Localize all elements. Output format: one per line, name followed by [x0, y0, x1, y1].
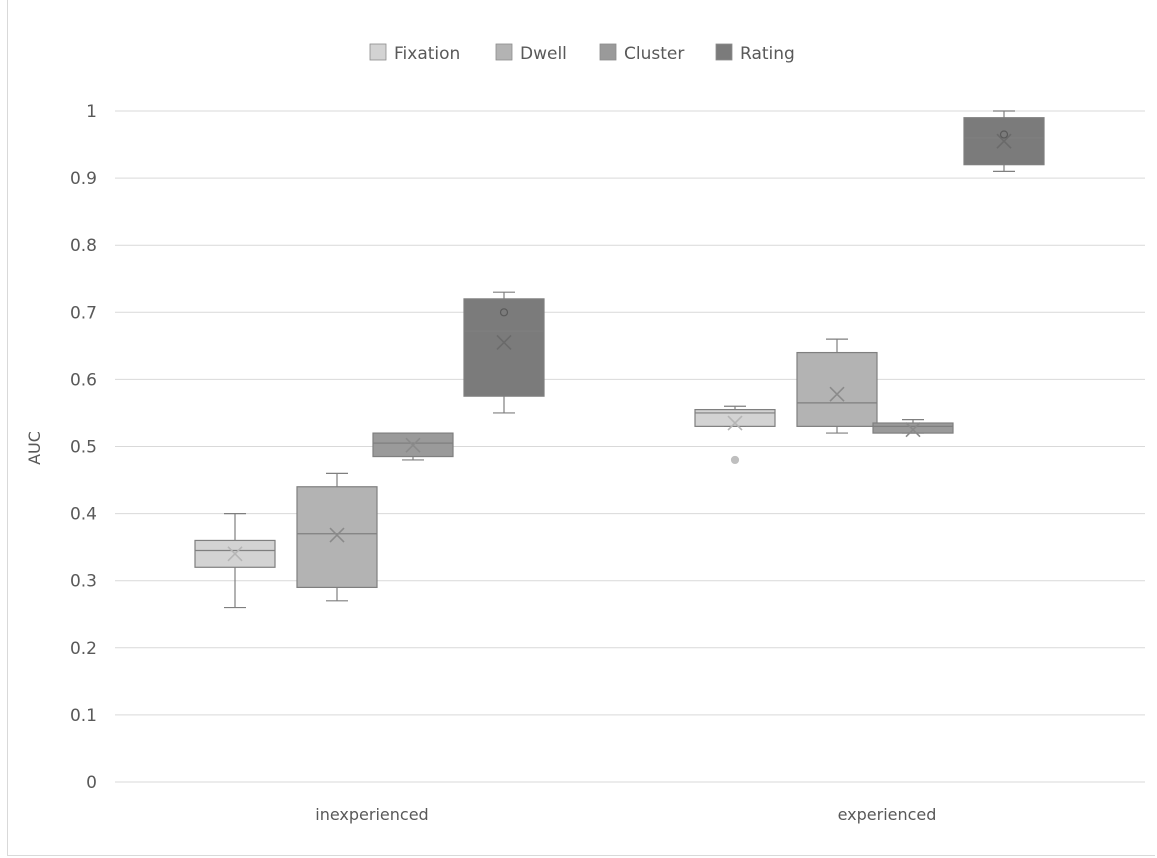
- x-category-label: experienced: [838, 805, 937, 824]
- box-iqr: [796, 351, 878, 427]
- y-tick-label: 0: [86, 773, 97, 793]
- box-iqr: [872, 422, 954, 434]
- outlier-point: [499, 308, 509, 317]
- box-iqr: [694, 408, 776, 427]
- legend-label: Dwell: [520, 44, 567, 64]
- y-tick-label: 0.1: [70, 706, 97, 726]
- mean-marker: [727, 415, 743, 431]
- outlier-point: [999, 130, 1009, 139]
- legend-swatch: [369, 43, 387, 61]
- mean-marker: [405, 437, 421, 453]
- box-series: [194, 110, 1045, 609]
- y-axis-title: AUC: [25, 431, 44, 465]
- legend-label: Cluster: [624, 44, 684, 64]
- x-axis-categories: inexperienced experienced: [315, 805, 936, 824]
- y-tick-label: 0.2: [70, 639, 97, 659]
- outlier-point: [730, 455, 740, 465]
- legend-label: Rating: [740, 44, 795, 64]
- y-tick-label: 0.3: [70, 572, 97, 592]
- y-tick-label: 0.9: [70, 169, 97, 189]
- box-iqr: [296, 486, 378, 589]
- box-iqr: [463, 298, 545, 397]
- y-tick-label: 0.6: [70, 370, 97, 390]
- y-tick-label: 0.4: [70, 505, 97, 525]
- y-tick-label: 0.7: [70, 303, 97, 323]
- legend-label: Fixation: [394, 44, 460, 64]
- mean-marker: [496, 334, 512, 351]
- legend-swatch: [599, 43, 617, 61]
- x-category-label: inexperienced: [315, 805, 428, 824]
- gridlines: [115, 110, 1145, 783]
- mean-marker: [227, 546, 243, 562]
- y-tick-label: 0.8: [70, 236, 97, 256]
- mean-marker: [329, 527, 345, 543]
- y-axis-ticks: 0 0.1 0.2 0.3 0.4 0.5 0.6 0.7 0.8 0.9 1: [70, 102, 97, 793]
- y-tick-label: 0.5: [70, 438, 97, 458]
- legend-swatch: [715, 43, 733, 61]
- y-tick-label: 1: [86, 102, 97, 122]
- legend-swatch: [495, 43, 513, 61]
- mean-marker: [996, 133, 1012, 149]
- legend: Fixation Dwell Cluster Rating: [369, 43, 795, 64]
- mean-marker: [829, 386, 845, 402]
- mean-marker: [905, 422, 921, 438]
